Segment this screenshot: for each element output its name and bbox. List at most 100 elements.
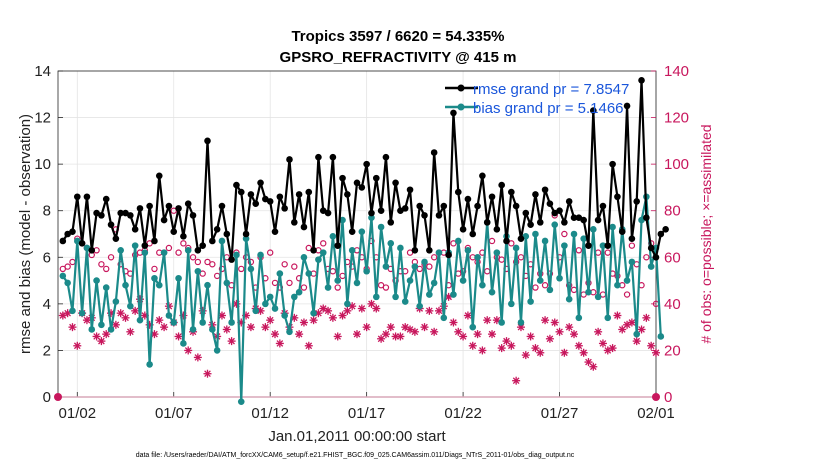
asterisk-stroke [175,333,182,340]
obs-assimilated-point [271,330,280,339]
bias-point [88,326,96,333]
bias-point [305,270,313,277]
bias-point [237,398,245,405]
obs-possible-point [334,284,341,291]
asterisk-stroke [474,330,481,338]
asterisk-stroke [561,349,568,357]
rmse-point [184,200,192,208]
bias-point [180,340,187,347]
rmse-point [488,193,496,201]
bias-point [536,277,544,284]
obs-possible-point [266,249,274,256]
asterisk-stroke [117,309,125,317]
rmse-point [83,193,91,201]
obs-assimilated-point [299,318,308,327]
obs-assimilated-point [227,337,236,346]
asterisk-stroke [155,316,163,324]
asterisk-stroke [609,344,616,352]
obs-possible-point [561,230,568,238]
obs-assimilated-point [386,323,395,332]
bias-point [300,253,308,261]
asterisk-stroke [406,326,414,333]
obs-assimilated-point [541,316,550,325]
bias-point [377,223,385,231]
y-axis-right-label: # of obs: o=possible; ×=assimilated [698,124,714,343]
x-tick-label: 01/12 [251,405,289,422]
bias-point [416,302,423,310]
obs-assimilated-point [536,348,545,357]
bias-point [122,281,129,289]
asterisk-stroke [532,344,539,352]
rmse-point [483,219,491,226]
asterisk-stroke [69,323,76,331]
bias-point [565,295,573,303]
obs-assimilated-point [155,316,164,325]
y-tick-label: 10 [34,156,51,173]
bias-point [575,314,583,322]
bias-point [474,253,481,261]
rmse-point [416,202,423,210]
asterisk-stroke [392,333,399,340]
rmse-point [498,181,505,189]
bias-point [112,298,120,305]
obs-possible-point [64,263,71,270]
rmse-point [662,226,669,233]
obs-assimilated-point [126,327,135,336]
asterisk-stroke [368,300,375,308]
rmse-point [532,191,539,198]
asterisk-stroke [421,323,428,331]
x-tick-label: 01/17 [348,405,386,422]
obs-possible-point [59,265,67,273]
obs-assimilated-point [261,323,270,332]
obs-possible-point [300,284,308,291]
obs-possible-point [98,261,105,268]
asterisk-stroke [358,305,366,312]
rmse-point [339,174,346,182]
bias-point [175,274,182,282]
bias-point [102,284,110,291]
rmse-point [329,153,337,161]
obs-assimilated-point [131,306,140,315]
rmse-point [295,191,303,198]
y-right-tick-label: 60 [664,249,681,266]
asterisk-stroke [122,314,129,322]
rmse-point [517,235,525,242]
bias-point [657,333,665,340]
bias-point [532,230,539,238]
rmse-point [291,219,298,226]
obs-assimilated-point [97,337,106,346]
asterisk-stroke [204,370,211,378]
rmse-series [59,77,669,263]
bias-point [127,302,134,310]
bias-point [358,228,366,235]
asterisk-stroke [98,337,105,345]
rmse-point [614,193,621,201]
bias-point [151,274,158,282]
bias-point [498,319,505,326]
bias-point [363,267,370,275]
bias-point [426,291,433,298]
asterisk-stroke [575,342,583,350]
y-tick-label: 14 [34,63,51,80]
rmse-point [392,179,399,187]
rmse-point [411,247,419,254]
obs-assimilated-point [111,320,120,329]
y-tick-label: 12 [34,110,51,127]
obs-possible-point [628,242,636,249]
rmse-point [59,237,67,245]
obs-assimilated-point [102,330,111,339]
obs-possible-point [426,263,433,270]
rmse-point [406,186,414,194]
rmse-point [363,160,370,168]
obs-possible-point [151,265,158,273]
obs-assimilated-point [174,332,183,341]
obs-assimilated-point [217,311,226,320]
obs-assimilated-point [598,339,607,348]
bias-point [64,279,71,287]
asterisk-stroke [184,347,192,354]
asterisk-stroke [305,342,313,350]
rmse-point [368,209,375,217]
x-tick-label: 01/02 [59,405,97,422]
rmse-point [160,216,168,224]
zero-endpoint [652,393,660,401]
